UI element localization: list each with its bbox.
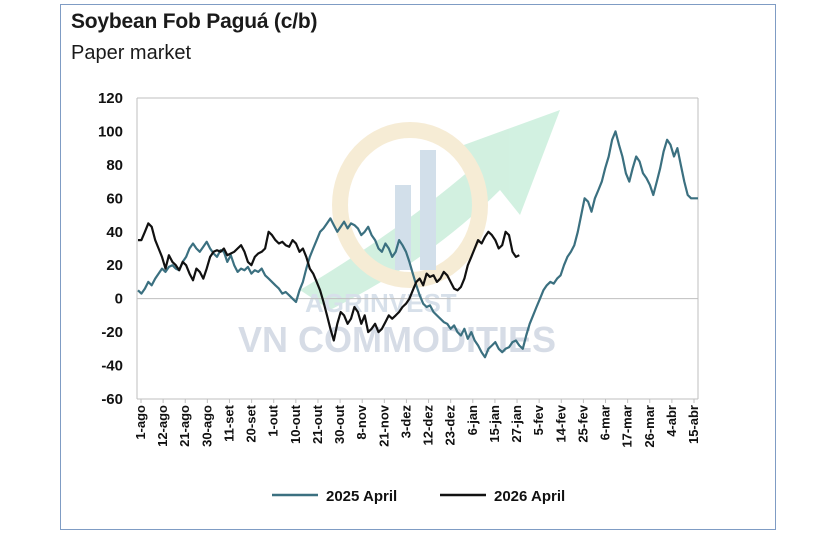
x-tick-label: 12-dez: [421, 405, 436, 446]
chart-frame: [60, 4, 776, 530]
legend-label-2026-april: 2026 April: [494, 488, 565, 505]
x-tick-label: 26-mar: [642, 405, 657, 448]
x-tick-label: 25-fev: [575, 404, 590, 442]
legend-label-2025-april: 2025 April: [326, 488, 397, 505]
watermark-line2: VN COMMODITIES: [238, 319, 556, 360]
x-tick-label: 10-out: [288, 404, 303, 444]
x-tick-label: 4-abr: [664, 405, 679, 437]
plot-area: [136, 97, 699, 400]
x-tick-label: 1-ago: [133, 405, 148, 440]
y-tick-label: 100: [98, 123, 123, 140]
series-2025-april-line: [137, 130, 698, 359]
x-tick-label: 21-nov: [376, 404, 391, 447]
watermark-bar-icon: [420, 150, 436, 270]
x-tick-label: 23-dez: [443, 405, 458, 446]
watermark-bar-icon: [395, 185, 411, 270]
x-tick-label: 6-jan: [465, 405, 480, 435]
x-tick-label: 1-out: [266, 404, 281, 436]
watermark-line1: AGRINVEST: [305, 288, 457, 318]
x-tick-label: 17-mar: [620, 405, 635, 448]
x-tick-label: 12-ago: [155, 405, 170, 447]
series-2026-april-line: [138, 222, 520, 342]
x-tick-label: 14-fev: [553, 404, 568, 442]
x-tick-label: 15-abr: [686, 405, 701, 444]
x-tick-label: 30-ago: [199, 405, 214, 447]
chart-title: Soybean Fob Paguá (c/b): [71, 10, 318, 33]
y-tick-label: 40: [106, 224, 123, 241]
x-tick-label: 20-set: [244, 404, 259, 442]
chart-subtitle: Paper market: [71, 42, 192, 64]
x-tick-label: 21-out: [310, 404, 325, 444]
y-tick-label: 120: [98, 90, 123, 107]
y-axis: 120 100 80 60 40 20 0 -20 -40 -60: [98, 90, 123, 408]
legend: 2025 April 2026 April: [272, 488, 565, 505]
y-tick-label: 80: [106, 157, 123, 174]
x-tick-label: 27-jan: [509, 405, 524, 443]
y-tick-label: 60: [106, 190, 123, 207]
y-tick-label: 0: [115, 291, 123, 308]
x-axis: 1-ago 12-ago 21-ago 30-ago 11-set 20-set 1-out…: [133, 399, 701, 448]
x-tick-label: 5-fev: [531, 404, 546, 435]
y-tick-label: -20: [101, 324, 123, 341]
y-tick-label: 20: [106, 257, 123, 274]
x-tick-label: 11-set: [221, 404, 236, 442]
x-tick-label: 15-jan: [487, 405, 502, 443]
x-tick-label: 21-ago: [177, 405, 192, 447]
watermark-arrow-icon: [300, 110, 560, 310]
watermark: AGRINVEST VN COMMODITIES: [238, 110, 560, 360]
y-tick-label: -40: [101, 358, 123, 375]
x-tick-label: 3-dez: [398, 405, 413, 439]
watermark-sun-icon: [332, 122, 488, 288]
x-tick-label: 6-mar: [598, 405, 613, 440]
x-tick-label: 8-nov: [354, 404, 369, 439]
y-tick-label: -60: [101, 391, 123, 408]
x-tick-label: 30-out: [332, 404, 347, 444]
